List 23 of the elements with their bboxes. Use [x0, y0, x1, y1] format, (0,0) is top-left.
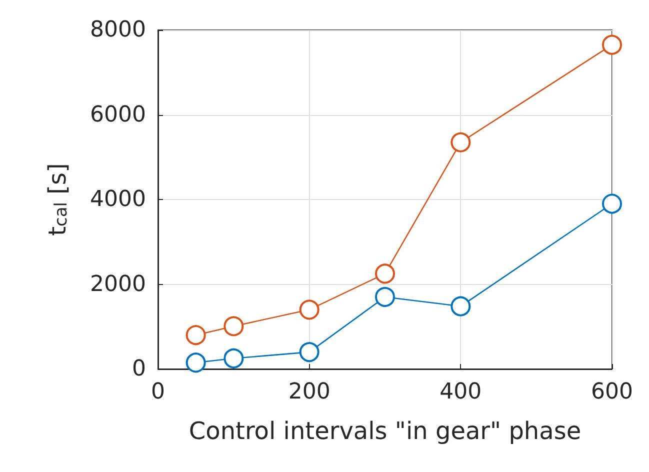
x-tick-label: 0 — [151, 380, 165, 404]
point — [224, 348, 244, 368]
x-tick-label: 600 — [591, 380, 633, 404]
y-tick-label: 4000 — [90, 187, 146, 212]
y-axis-title: tcal [s] — [44, 163, 72, 236]
y-tick-label: 2000 — [90, 272, 146, 297]
point — [450, 296, 471, 316]
point — [299, 342, 320, 362]
point — [299, 300, 320, 320]
point — [186, 352, 206, 373]
point — [602, 34, 622, 55]
y-tick-label: 0 — [132, 356, 146, 382]
x-tick-label: 200 — [288, 380, 330, 404]
point — [375, 286, 395, 307]
point — [375, 264, 395, 284]
point — [450, 132, 471, 152]
point — [224, 316, 244, 336]
y-tick-label: 6000 — [90, 102, 146, 128]
point — [602, 194, 622, 214]
y-tick-label: 8000 — [90, 18, 146, 42]
x-tick-label: 400 — [440, 380, 482, 404]
point — [186, 325, 206, 346]
x-axis-title: Control intervals "in gear" phase — [188, 417, 582, 445]
